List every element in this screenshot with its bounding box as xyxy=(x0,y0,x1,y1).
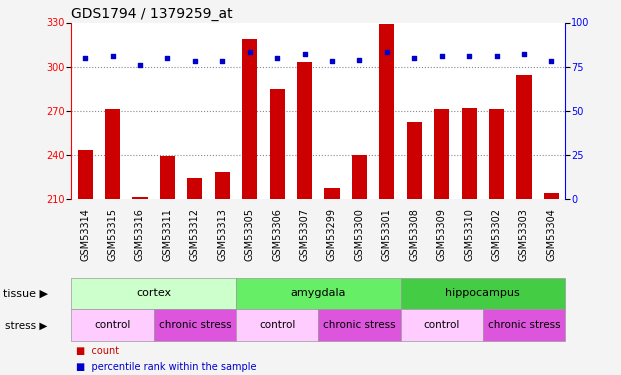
Bar xyxy=(461,108,477,199)
Point xyxy=(299,51,309,57)
Bar xyxy=(517,75,532,199)
Point xyxy=(107,53,117,59)
Text: amygdala: amygdala xyxy=(291,288,346,298)
Bar xyxy=(105,109,120,199)
Bar xyxy=(188,178,202,199)
Point xyxy=(437,53,446,59)
Bar xyxy=(236,309,319,341)
Point xyxy=(190,58,200,64)
Point xyxy=(464,53,474,59)
Bar xyxy=(215,172,230,199)
Bar xyxy=(434,109,449,199)
Text: hippocampus: hippocampus xyxy=(445,288,520,298)
Bar xyxy=(132,197,148,199)
Point xyxy=(355,57,365,63)
Point xyxy=(272,55,282,61)
Bar xyxy=(71,278,236,309)
Bar xyxy=(489,109,504,199)
Bar xyxy=(324,189,340,199)
Point xyxy=(217,58,227,64)
Point xyxy=(163,55,173,61)
Bar xyxy=(544,193,559,199)
Bar xyxy=(379,24,394,199)
Point xyxy=(245,50,255,55)
Bar xyxy=(401,309,483,341)
Bar xyxy=(154,309,236,341)
Point xyxy=(546,58,556,64)
Point xyxy=(135,62,145,68)
Point xyxy=(409,55,419,61)
Bar xyxy=(401,278,565,309)
Text: control: control xyxy=(94,320,131,330)
Text: ■  count: ■ count xyxy=(76,346,119,356)
Bar xyxy=(297,62,312,199)
Text: control: control xyxy=(259,320,296,330)
Bar xyxy=(242,39,257,199)
Text: stress ▶: stress ▶ xyxy=(6,320,48,330)
Text: GDS1794 / 1379259_at: GDS1794 / 1379259_at xyxy=(71,8,233,21)
Point xyxy=(80,55,90,61)
Text: chronic stress: chronic stress xyxy=(158,320,231,330)
Bar xyxy=(352,154,367,199)
Bar xyxy=(483,309,565,341)
Bar xyxy=(318,309,401,341)
Text: chronic stress: chronic stress xyxy=(487,320,560,330)
Bar xyxy=(270,88,284,199)
Point xyxy=(327,58,337,64)
Bar xyxy=(236,278,401,309)
Point xyxy=(382,50,392,55)
Bar xyxy=(78,150,93,199)
Text: cortex: cortex xyxy=(136,288,171,298)
Text: ■  percentile rank within the sample: ■ percentile rank within the sample xyxy=(76,362,257,372)
Bar xyxy=(407,122,422,199)
Point xyxy=(519,51,529,57)
Text: tissue ▶: tissue ▶ xyxy=(3,288,48,298)
Bar xyxy=(160,156,175,199)
Text: control: control xyxy=(424,320,460,330)
Bar xyxy=(71,309,154,341)
Point xyxy=(492,53,502,59)
Text: chronic stress: chronic stress xyxy=(323,320,396,330)
